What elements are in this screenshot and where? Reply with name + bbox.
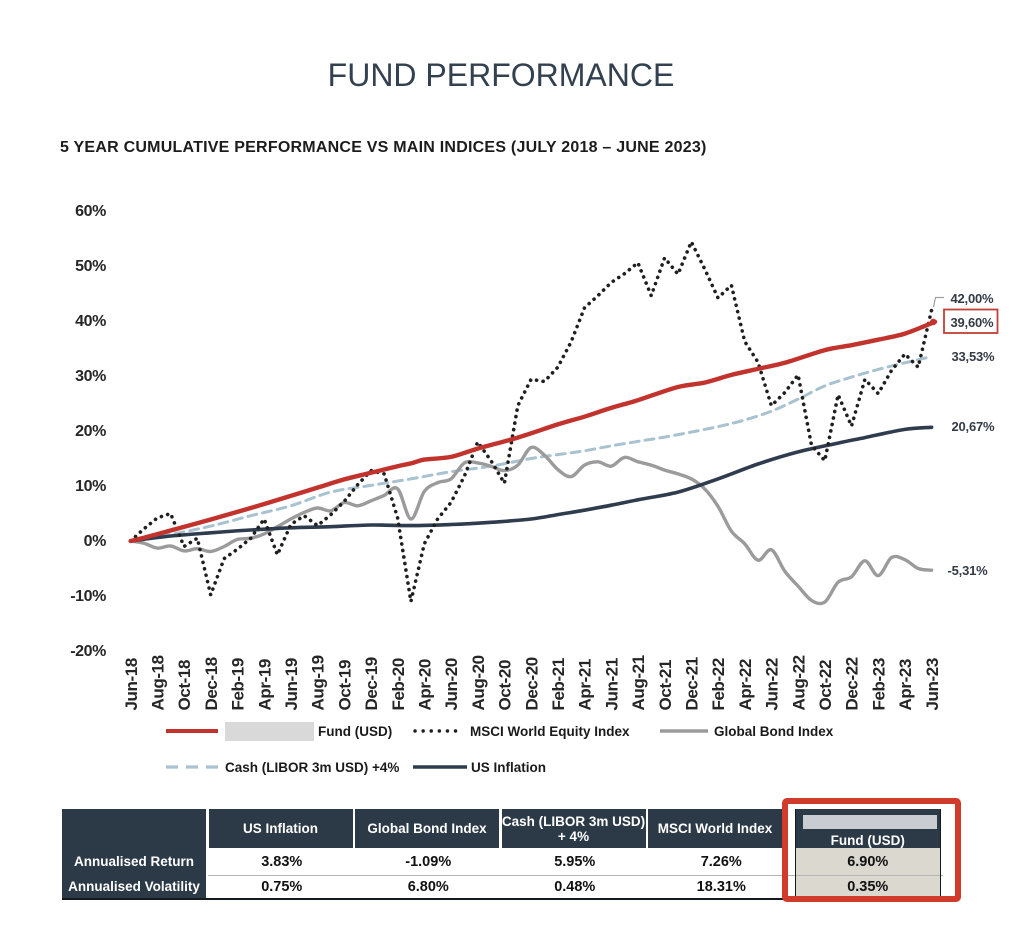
svg-text:Feb-19: Feb-19 (229, 658, 248, 710)
svg-text:39,60%: 39,60% (951, 315, 995, 330)
svg-text:50%: 50% (75, 258, 106, 275)
svg-text:Oct-21: Oct-21 (656, 660, 675, 711)
svg-text:Apr-23: Apr-23 (896, 659, 915, 710)
svg-text:Apr-22: Apr-22 (736, 659, 755, 710)
svg-text:Aug-20: Aug-20 (469, 655, 488, 710)
svg-text:Feb-22: Feb-22 (709, 658, 728, 710)
svg-text:Jun-18: Jun-18 (122, 658, 141, 710)
svg-text:33,53%: 33,53% (952, 349, 996, 364)
svg-text:Apr-20: Apr-20 (416, 659, 435, 710)
svg-text:Fund (USD): Fund (USD) (318, 724, 392, 739)
svg-text:42,00%: 42,00% (951, 291, 995, 306)
svg-text:Feb-21: Feb-21 (549, 658, 568, 710)
svg-text:MSCI World Equity Index: MSCI World Equity Index (470, 724, 630, 739)
svg-text:-5,31%: -5,31% (948, 563, 989, 578)
svg-text:Apr-19: Apr-19 (255, 659, 274, 710)
svg-text:0%: 0% (84, 533, 106, 550)
svg-text:Oct-18: Oct-18 (175, 660, 194, 711)
svg-text:Aug-21: Aug-21 (629, 655, 648, 710)
svg-text:Jun-20: Jun-20 (442, 658, 461, 710)
svg-text:10%: 10% (75, 478, 106, 495)
svg-text:Dec-18: Dec-18 (202, 657, 221, 710)
svg-text:-10%: -10% (70, 588, 106, 605)
svg-text:Aug-22: Aug-22 (789, 655, 808, 710)
svg-text:Feb-20: Feb-20 (389, 658, 408, 710)
svg-text:Feb-23: Feb-23 (869, 658, 888, 710)
svg-text:Dec-19: Dec-19 (362, 657, 381, 710)
svg-text:Aug-19: Aug-19 (309, 655, 328, 710)
svg-text:Jun-23: Jun-23 (923, 658, 942, 710)
svg-text:Dec-22: Dec-22 (843, 657, 862, 710)
svg-text:Cash (LIBOR 3m USD) +4%: Cash (LIBOR 3m USD) +4% (225, 760, 399, 775)
svg-text:30%: 30% (75, 368, 106, 385)
svg-text:Dec-20: Dec-20 (522, 657, 541, 710)
svg-text:Apr-21: Apr-21 (576, 659, 595, 710)
svg-text:Oct-22: Oct-22 (816, 660, 835, 711)
svg-text:Global Bond Index: Global Bond Index (714, 724, 834, 739)
svg-text:Jun-22: Jun-22 (763, 658, 782, 710)
svg-text:40%: 40% (75, 313, 106, 330)
svg-text:Oct-19: Oct-19 (335, 660, 354, 711)
svg-text:Jun-19: Jun-19 (282, 658, 301, 710)
svg-text:US Inflation: US Inflation (471, 760, 546, 775)
svg-text:Oct-20: Oct-20 (496, 660, 515, 711)
svg-text:20,67%: 20,67% (952, 419, 996, 434)
svg-text:Aug-18: Aug-18 (149, 655, 168, 710)
svg-text:Dec-21: Dec-21 (683, 657, 702, 710)
svg-text:60%: 60% (75, 203, 106, 220)
svg-text:-20%: -20% (70, 643, 106, 660)
svg-text:20%: 20% (75, 423, 106, 440)
svg-text:Jun-21: Jun-21 (602, 658, 621, 710)
